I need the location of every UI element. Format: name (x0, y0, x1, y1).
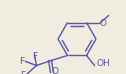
Text: O: O (100, 19, 106, 28)
Text: O: O (51, 67, 58, 74)
Text: F: F (20, 71, 25, 74)
Text: OH: OH (97, 59, 110, 68)
Text: F: F (32, 52, 37, 61)
Text: F: F (19, 57, 24, 66)
